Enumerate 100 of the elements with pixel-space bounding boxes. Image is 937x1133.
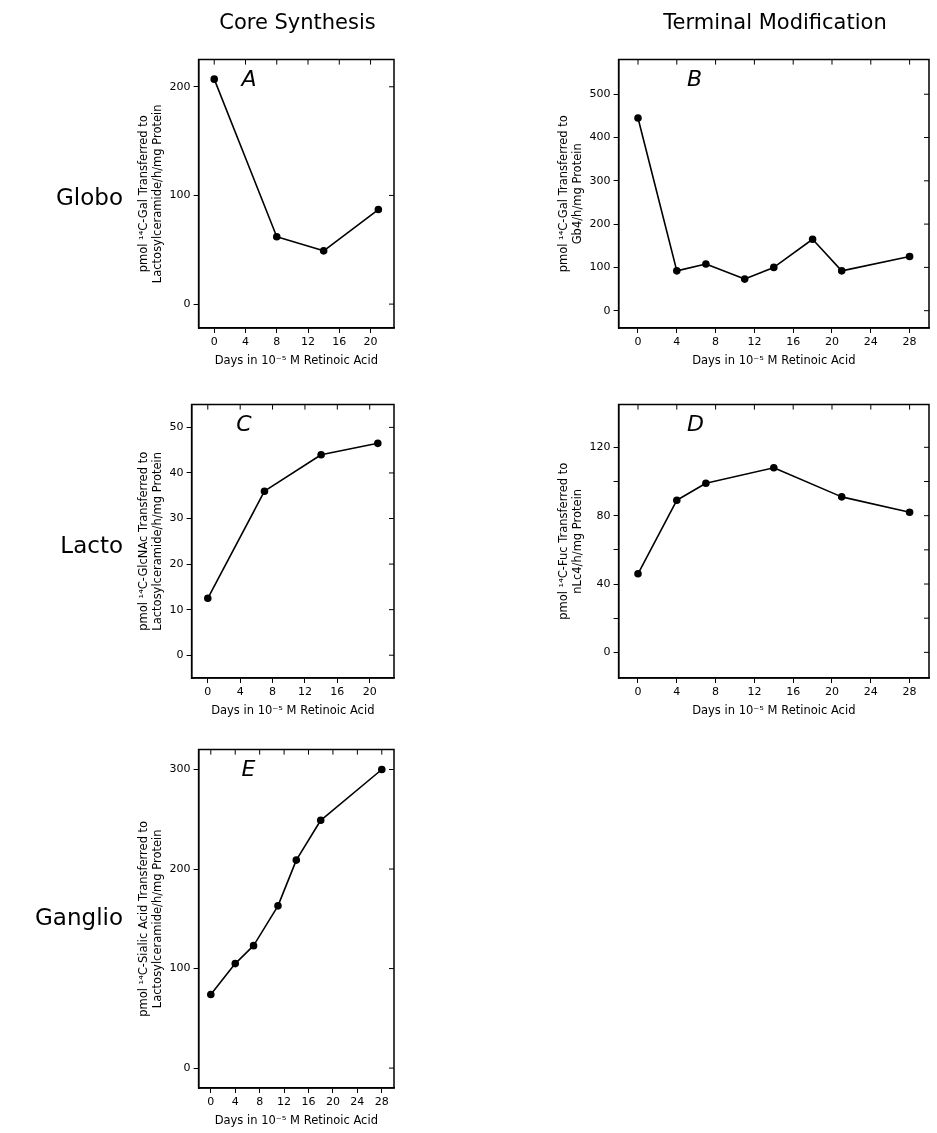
point	[837, 267, 846, 275]
y-tick-label: 40	[169, 465, 184, 479]
x-tick-label: 4	[241, 335, 249, 349]
point	[203, 594, 212, 603]
point	[837, 493, 846, 501]
y-tick-label: 0	[183, 296, 191, 310]
x-tick-label: 28	[902, 685, 917, 699]
x-tick-label: 4	[236, 685, 244, 699]
x-tick-label: 12	[297, 685, 312, 699]
point	[634, 569, 642, 578]
point	[905, 252, 914, 261]
x-tick-label: 4	[673, 335, 681, 349]
point	[702, 479, 710, 487]
x-tick-label: 20	[825, 685, 839, 699]
y-tick-label: 0	[176, 648, 184, 662]
x-axis-title: Days in 10⁻⁵ M Retinoic Acid	[692, 353, 856, 368]
point	[808, 235, 817, 244]
text: Ganglio	[35, 903, 123, 930]
x-tick-label: 8	[712, 335, 720, 349]
x-tick-label: 24	[863, 335, 878, 349]
x-axis-title: Days in 10⁻⁵ M Retinoic Acid	[692, 703, 856, 718]
point	[770, 263, 778, 272]
chart-title: Core Synthesis	[218, 10, 377, 34]
y-axis-title: pmol ¹⁴C-GlcNAc Transferred to Lactosylceramide/h/mg Protein	[135, 451, 164, 631]
y-tick-label: 100	[169, 961, 191, 975]
x-tick-label: 16	[330, 685, 345, 699]
text: Globo	[56, 184, 123, 211]
point	[673, 267, 681, 275]
y-tick-label: 0	[603, 303, 611, 317]
point	[249, 941, 258, 950]
annotation: B	[686, 66, 702, 92]
x-tick-label: 24	[350, 1095, 365, 1109]
y-tick-label: 300	[169, 762, 191, 776]
y-tick-label: 200	[589, 216, 611, 230]
y-axis-title: pmol ¹⁴C-Fuc Transferred to nLc4/h/mg Protein	[555, 462, 584, 620]
x-tick-label: 28	[374, 1095, 389, 1109]
annotation: C	[236, 411, 253, 437]
point	[905, 508, 914, 517]
annotation: D	[686, 411, 704, 437]
x-tick-label: 0	[210, 335, 218, 349]
y-axis-title: pmol ¹⁴C-Sialic Acid Transferred to Lactosylceramide/h/mg Protein	[135, 820, 164, 1017]
y-tick-label: 200	[169, 79, 191, 93]
point	[274, 902, 282, 910]
x-tick-label: 8	[712, 685, 720, 699]
x-tick-label: 8	[273, 335, 281, 349]
y-tick-label: 100	[169, 188, 191, 202]
x-axis-title: Days in 10⁻⁵ M Retinoic Acid	[211, 703, 375, 718]
x-tick-label: 16	[301, 1095, 316, 1109]
annotation: E	[241, 756, 256, 782]
y-tick-label: 80	[596, 508, 611, 522]
y-tick-label: 500	[589, 87, 611, 101]
point	[374, 205, 383, 214]
y-tick-label: 200	[169, 861, 191, 875]
x-axis-title: Days in 10⁻⁵ M Retinoic Acid	[214, 1113, 378, 1128]
y-tick-label: 50	[169, 420, 184, 434]
x-axis-title: Days in 10⁻⁵ M Retinoic Acid	[214, 353, 378, 368]
x-tick-label: 8	[269, 685, 277, 699]
x-tick-label: 16	[786, 685, 801, 699]
y-axis-title: pmol ¹⁴C-Gal Transferred to Lactosylceramide/h/mg Protein	[135, 104, 164, 284]
point	[770, 464, 778, 472]
y-tick-label: 0	[603, 645, 611, 659]
x-tick-label: 20	[325, 1095, 340, 1109]
point	[207, 990, 215, 999]
y-tick-label: 400	[589, 130, 611, 144]
x-tick-label: 12	[301, 335, 316, 349]
y-tick-label: 10	[169, 602, 184, 616]
x-tick-label: 28	[902, 335, 917, 349]
x-tick-label: 20	[825, 335, 839, 349]
y-tick-label: 30	[169, 511, 184, 525]
x-tick-label: 20	[363, 335, 378, 349]
y-axis-title: pmol ¹⁴C-Gal Transferred to Gb4/h/mg Protein	[555, 115, 584, 273]
point	[377, 765, 386, 774]
text: Lacto	[60, 531, 123, 558]
x-tick-label: 24	[863, 685, 878, 699]
point	[374, 439, 382, 448]
chart-title: Terminal Modification	[662, 10, 888, 34]
point	[260, 487, 269, 495]
x-tick-label: 0	[634, 335, 642, 349]
point	[673, 496, 681, 505]
y-tick-label: 300	[589, 173, 611, 187]
y-tick-label: 40	[596, 576, 611, 590]
x-tick-label: 0	[634, 685, 642, 699]
x-tick-label: 16	[332, 335, 347, 349]
x-tick-label: 4	[231, 1095, 239, 1109]
point	[317, 450, 325, 459]
x-tick-label: 4	[673, 685, 681, 699]
x-tick-label: 12	[747, 685, 762, 699]
x-tick-label: 0	[204, 685, 212, 699]
y-tick-label: 20	[169, 556, 184, 570]
point	[740, 275, 749, 283]
point	[316, 816, 325, 825]
point	[319, 247, 328, 255]
x-tick-label: 20	[362, 685, 377, 699]
point	[292, 856, 301, 864]
point	[210, 75, 219, 83]
point	[702, 260, 710, 268]
x-tick-label: 8	[256, 1095, 264, 1109]
x-tick-label: 12	[747, 335, 762, 349]
point	[272, 232, 281, 241]
x-tick-label: 16	[786, 335, 801, 349]
